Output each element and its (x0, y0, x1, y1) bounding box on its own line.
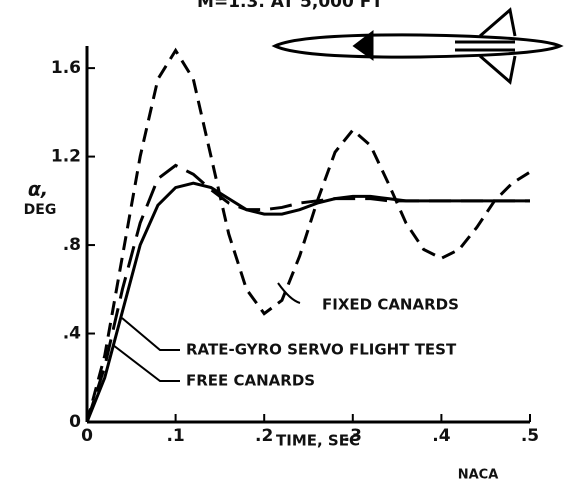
annotation: NACA (458, 468, 499, 483)
missile-drawing (271, 7, 564, 85)
chart-title: M=1.3. AT 5,000 FT (197, 0, 383, 12)
y-axis-unit: DEG (24, 202, 57, 218)
y-tick-label: 1.2 (51, 147, 81, 167)
series-line (85, 181, 530, 423)
series-label: FREE CANARDS (186, 372, 315, 390)
x-tick-label: .2 (255, 426, 273, 446)
x-tick-label: .4 (432, 426, 450, 446)
x-axis-label: TIME, SEC (276, 432, 360, 450)
series-line (85, 163, 530, 423)
y-tick-label: 1.6 (51, 58, 81, 78)
y-tick-label: .8 (63, 235, 81, 255)
x-tick-label: .1 (166, 426, 184, 446)
x-tick-label: 0 (81, 426, 93, 446)
series-label: FIXED CANARDS (322, 296, 459, 314)
y-tick-label: .4 (63, 324, 81, 344)
x-tick-label: .5 (521, 426, 539, 446)
y-axis-label: α, (28, 179, 48, 201)
y-tick-label: 0 (69, 412, 81, 432)
leaders (112, 282, 301, 382)
series-label: RATE-GYRO SERVO FLIGHT TEST (186, 341, 457, 359)
series-line (85, 47, 531, 423)
x-tick-label: .3 (344, 426, 362, 446)
